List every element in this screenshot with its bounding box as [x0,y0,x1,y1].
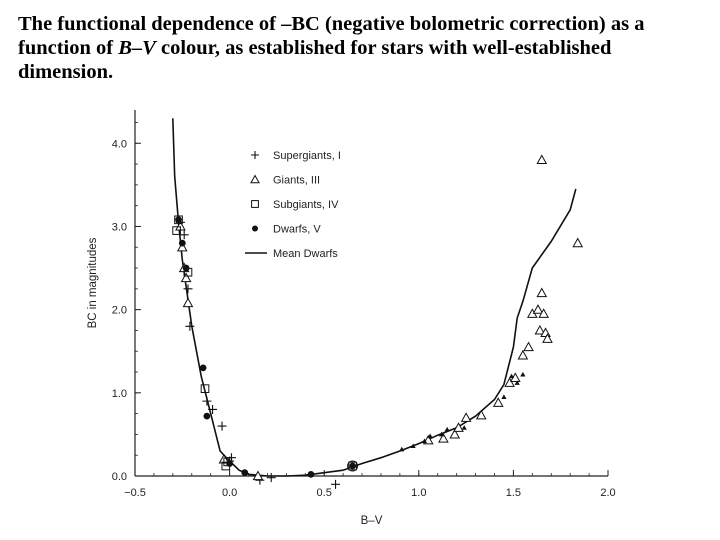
x-axis-label: B–V [361,515,383,527]
giants-iii-point [504,377,515,387]
giants-iii-point [536,154,548,165]
y-tick-label: 0.0 [112,471,127,483]
subgiants-iv-point [172,226,181,235]
y-tick-label: 2.0 [112,305,127,317]
legend: Supergiants, I Giants, III Subgiants, IV Dw… [245,150,341,260]
dwarf-small-point [501,394,507,399]
dwarfs-v-point [182,264,190,272]
legend-dwarfs-v-marker [252,225,258,232]
dwarfs-v-point [199,364,207,372]
dwarf-small-point [508,373,515,379]
y-tick-label: 3.0 [112,221,127,233]
dwarf-small-point [444,426,450,432]
dwarfs-v-point [349,462,356,470]
dwarf-small-point [399,446,405,452]
giants-iii-point [252,470,264,481]
supergiants-i-point [217,421,227,431]
subgiants-point-ring [347,460,359,472]
giants-iii-point [492,397,504,407]
legend-supergiants-i-marker [251,151,259,159]
supergiants-i-point [266,473,276,483]
giants-iii-point [536,287,548,298]
giants-iii-point [572,237,584,248]
giants-iii-point [523,341,534,352]
x-tick-label: 2.0 [600,487,615,499]
x-tick-label: −0.5 [124,487,146,499]
caption-bv: B–V [118,37,156,59]
giants-iii-point [460,412,472,422]
supergiants-i-point [183,284,193,294]
figure-caption: The functional dependence of –BC (negati… [18,12,708,84]
mean-dwarfs-line [172,118,577,477]
legend-giants-iii-marker [250,174,260,184]
dwarf-small-point [410,443,416,449]
dwarfs-v-point [178,239,186,247]
giants-iii-point [534,324,546,335]
dwarf-small-point [438,431,445,437]
giants-iii-point [538,308,550,318]
supergiants-i-point [185,321,195,331]
x-tick-label: 0.5 [317,487,332,499]
dwarfs-v-point [203,412,211,420]
x-tick-label: 1.5 [506,487,521,499]
giants-iii-point [180,272,192,283]
legend-supergiants-i-label: Supergiants, I [273,150,341,162]
y-tick-label: 4.0 [112,138,127,150]
giants-iii-point [475,409,487,420]
giants-iii-point [182,297,194,308]
subgiants-iv-point [200,384,210,393]
giants-iii-point [449,428,461,439]
subgiants-iv-point [174,215,183,225]
giants-iii-point [438,433,449,443]
dwarfs-v-point [175,216,182,224]
y-axis-label: BC in magnitudes [87,237,99,328]
giants-iii-point [453,422,464,432]
giants-iii-point [542,333,553,343]
dwarf-small-point [514,380,520,385]
dwarf-small-point [421,438,428,444]
giants-iii-point [176,241,188,252]
supergiants-i-point [331,479,341,489]
x-tick-label: 1.0 [411,487,426,499]
y-tick-label: 1.0 [112,388,127,400]
subgiants-iv-point [348,461,357,471]
dwarfs-v-point [226,460,233,467]
supergiants-i-point [202,396,212,406]
legend-dwarfs-v-label: Dwarfs, V [273,224,321,236]
caption-text-1: The functional dependence of –BC (negati… [18,13,645,59]
legend-giants-iii-label: Giants, III [273,175,320,187]
x-tick-label: 0.0 [222,487,237,499]
supergiants-i-point [208,404,218,414]
dwarfs-v-point [241,469,249,477]
giants-iii-point [532,304,544,314]
legend-subgiants-iv-label: Subgiants, IV [273,199,339,211]
dwarf-small-point [427,433,433,439]
dwarfs-v-point [307,470,315,478]
supergiants-i-point [179,230,189,240]
legend-subgiants-iv-marker [251,200,259,208]
dwarf-small-point [461,425,467,430]
giants-iii-point [517,349,529,360]
legend-mean-dwarfs-label: Mean Dwarfs [273,248,338,260]
caption-text-2: colour, as established for stars with we… [18,37,612,83]
dwarf-small-point [520,371,526,377]
